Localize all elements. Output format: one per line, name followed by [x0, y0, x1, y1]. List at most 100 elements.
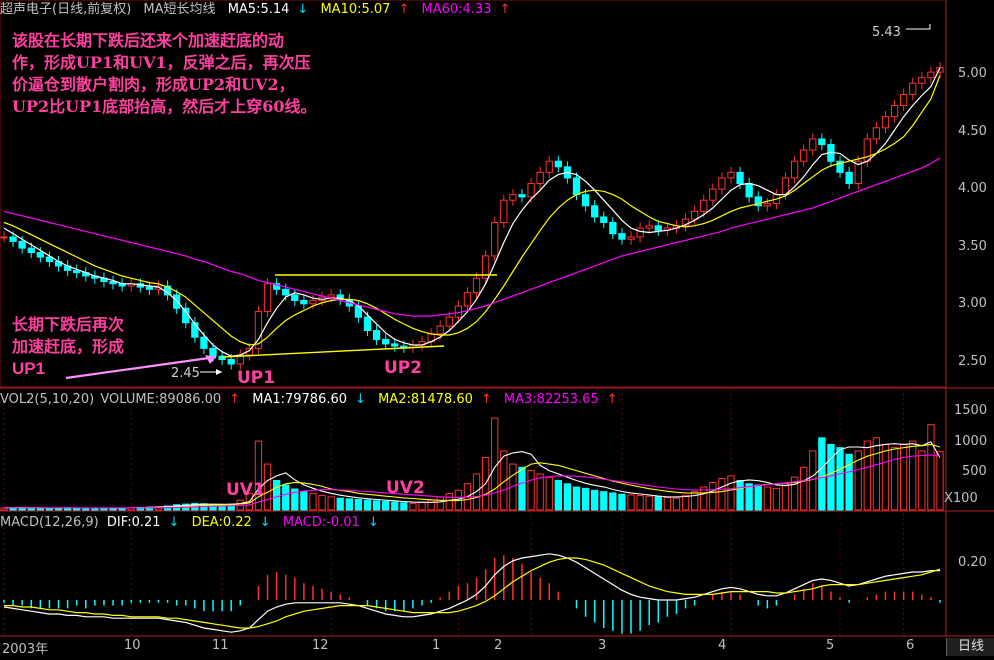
volume-bar [818, 437, 826, 511]
main-annotation: 该股在长期下跌后还来个加速赶底的动 作，形成UP1和UV1，反弹之后，再次压 价… [12, 30, 317, 118]
candle [800, 149, 808, 162]
high-arrow-line [906, 24, 931, 30]
candle [200, 336, 208, 349]
volume-ma3-line [4, 454, 941, 509]
candle [518, 194, 526, 198]
volume-bar [500, 450, 508, 511]
vol-ma2: MA2:81478.60 [378, 392, 473, 407]
volume-bar [709, 481, 717, 511]
volume-bar [363, 499, 372, 511]
candle [463, 292, 472, 307]
candle [27, 247, 35, 254]
ma10-arrow-icon: ↑ [398, 2, 410, 17]
dif-arrow-icon: ↓ [168, 515, 180, 530]
vol-value: VOLUME:89086.00 [100, 392, 222, 407]
macd-arrow-icon: ↓ [367, 515, 379, 530]
date-tick: 4 [718, 638, 727, 653]
candle [754, 196, 762, 207]
volume-bar [545, 476, 553, 511]
candle [836, 160, 844, 173]
price-ma10-line [3, 75, 941, 346]
candle [272, 283, 281, 290]
volume-bar [581, 487, 590, 511]
stock-title: 超声电子(日线,前复权) [0, 2, 132, 17]
candle [382, 338, 390, 345]
candle [282, 288, 290, 296]
date-tick: 3 [598, 638, 607, 653]
macd-tick: 0.20 [958, 555, 987, 570]
candle [591, 205, 599, 218]
volume-bar [345, 498, 353, 511]
candle [909, 82, 917, 95]
volume-bar [918, 450, 926, 511]
low-price-label: 2.45 [171, 366, 200, 381]
candle [45, 256, 54, 262]
candle [645, 225, 653, 229]
date-tick: 10 [124, 638, 141, 653]
volume-bar [372, 500, 381, 511]
volume-bar [854, 450, 862, 511]
volume-bar [563, 483, 572, 511]
candle [854, 160, 862, 185]
volume-bar [591, 489, 599, 511]
pointer-arrow-line [65, 355, 217, 380]
candle [18, 240, 26, 249]
candle [363, 316, 372, 332]
candle [109, 281, 117, 285]
daily-period-button[interactable]: 日线 [946, 638, 994, 656]
candle [727, 171, 735, 179]
volume-bar [572, 486, 581, 511]
volume-bar [254, 440, 263, 511]
candle [718, 177, 726, 190]
volume-bar [681, 495, 690, 511]
volume-bar [727, 475, 735, 511]
macd-dif-line [3, 553, 940, 633]
volume-bar [836, 447, 844, 511]
vol-ma1-arrow-icon: ↓ [355, 392, 366, 407]
up2-label: UP2 [384, 358, 423, 378]
volume-bar [27, 507, 35, 511]
volume-bar [936, 451, 944, 511]
price-ma5-line [3, 67, 941, 357]
ma10-value: MA10:5.07 [320, 2, 391, 17]
volume-bar [700, 486, 708, 511]
main-note-line: 价逼仓到散户割肉，形成UP2和UV2， [12, 75, 295, 94]
candle [309, 299, 317, 305]
candle [191, 322, 199, 338]
candle [872, 127, 881, 140]
volume-bar [845, 453, 853, 511]
volume-bar [291, 488, 299, 511]
volume-bar [391, 501, 399, 511]
candle [491, 221, 499, 257]
low-arrowhead-icon [216, 369, 222, 375]
volume-bar [863, 440, 871, 511]
volume-tick: 1000 [954, 434, 988, 449]
volume-bar [518, 466, 526, 511]
volume-bar [654, 496, 662, 511]
volume-bar [890, 447, 899, 511]
volume-bar [300, 491, 308, 511]
candle [300, 299, 308, 305]
volume-bar [790, 476, 799, 511]
macd-header: MACD(12,26,9) DIF:0.21 ↓ DEA:0.22 ↓ MACD:-… [0, 513, 387, 533]
vol-ma1: MA1:79786.60 [252, 392, 348, 407]
indicator-name: MA短长均线 [143, 2, 216, 17]
volume-bar [309, 493, 317, 511]
up1-label: UP1 [237, 368, 276, 388]
date-tick: 5 [826, 638, 835, 653]
volume-bar [736, 479, 744, 511]
candle [845, 171, 853, 185]
candle [809, 138, 817, 151]
price-tick: 3.50 [958, 239, 987, 254]
ma60-value: MA60:4.33 [421, 2, 492, 17]
volume-bar [554, 479, 562, 511]
high-price-label: 5.43 [872, 25, 901, 40]
left-note-line: 加速赶底，形成 [12, 337, 125, 356]
candle [936, 67, 944, 73]
candle [291, 294, 299, 301]
macd-dea: DEA:0.22 [191, 515, 252, 530]
left-annotation: 长期下跌后再次 加速赶底，形成 UP1 [12, 314, 124, 380]
ma5-value: MA5:5.14 [227, 2, 290, 17]
